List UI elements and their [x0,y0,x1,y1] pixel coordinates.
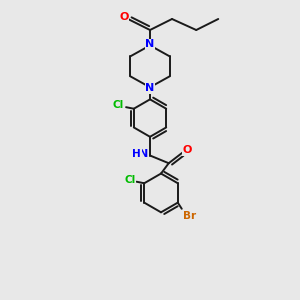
Text: Cl: Cl [113,100,124,110]
Text: O: O [183,145,192,155]
Text: N: N [146,39,154,49]
Text: Br: Br [183,211,196,221]
Text: N: N [139,149,148,159]
Text: H: H [132,149,141,159]
Text: O: O [119,12,129,22]
Text: N: N [146,83,154,93]
Text: Cl: Cl [124,175,136,185]
